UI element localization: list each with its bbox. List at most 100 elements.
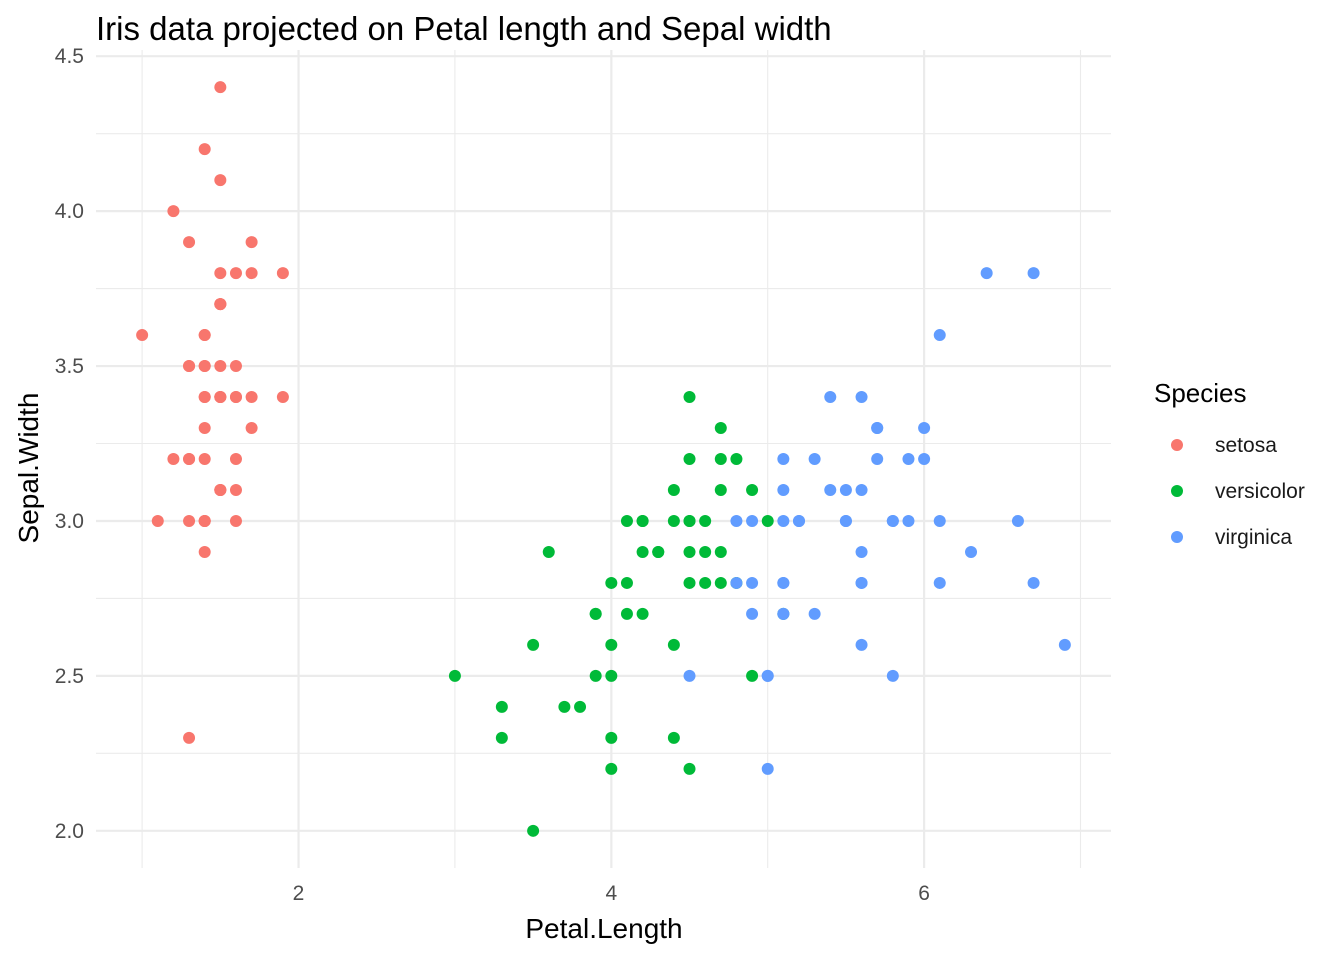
data-point-setosa xyxy=(198,391,211,404)
y-tick-label: 3.5 xyxy=(55,355,84,378)
data-point-setosa xyxy=(183,236,196,249)
legend-label-virginica: virginica xyxy=(1215,526,1292,549)
data-point-virginica xyxy=(855,576,868,589)
data-point-versicolor xyxy=(527,824,540,837)
data-point-setosa xyxy=(151,514,164,527)
data-point-versicolor xyxy=(714,576,727,589)
data-point-versicolor xyxy=(495,700,508,713)
y-axis-ticks: 2.0 2.5 3.0 3.5 4.0 4.5 xyxy=(55,45,84,843)
data-point-versicolor xyxy=(495,731,508,744)
data-point-setosa xyxy=(276,267,289,280)
data-point-virginica xyxy=(746,576,759,589)
data-point-versicolor xyxy=(605,731,618,744)
data-point-versicolor xyxy=(683,545,696,558)
legend-label-versicolor: versicolor xyxy=(1215,480,1305,503)
data-point-setosa xyxy=(276,391,289,404)
data-point-versicolor xyxy=(558,700,571,713)
y-tick-label: 2.5 xyxy=(55,665,84,688)
data-point-setosa xyxy=(229,514,242,527)
data-point-virginica xyxy=(886,514,899,527)
data-point-virginica xyxy=(855,483,868,496)
data-point-setosa xyxy=(198,143,211,156)
data-point-virginica xyxy=(824,483,837,496)
data-point-virginica xyxy=(1027,267,1040,280)
y-tick-label: 4.5 xyxy=(55,45,84,68)
legend-key-virginica xyxy=(1171,531,1183,543)
data-point-virginica xyxy=(886,669,899,682)
data-point-setosa xyxy=(183,453,196,465)
x-tick-label: 2 xyxy=(293,882,305,905)
data-point-versicolor xyxy=(761,514,774,527)
data-point-virginica xyxy=(1011,514,1024,527)
data-point-versicolor xyxy=(683,514,696,527)
data-point-virginica xyxy=(761,669,774,682)
data-point-setosa xyxy=(198,360,211,373)
data-point-versicolor xyxy=(620,607,633,620)
data-point-virginica xyxy=(761,762,774,775)
data-point-virginica xyxy=(933,514,946,527)
data-point-setosa xyxy=(183,514,196,527)
data-point-virginica xyxy=(902,514,915,527)
data-point-versicolor xyxy=(589,669,602,682)
data-point-setosa xyxy=(229,453,242,465)
data-point-virginica xyxy=(1058,638,1071,651)
data-point-versicolor xyxy=(448,669,461,682)
data-point-setosa xyxy=(214,298,227,311)
data-point-setosa xyxy=(214,174,227,187)
data-point-versicolor xyxy=(527,638,540,651)
legend-key-versicolor xyxy=(1171,485,1183,497)
data-point-versicolor xyxy=(683,576,696,589)
data-point-setosa xyxy=(183,360,196,373)
data-point-setosa xyxy=(198,514,211,527)
data-point-versicolor xyxy=(714,422,727,435)
data-point-virginica xyxy=(871,422,884,435)
x-tick-label: 4 xyxy=(605,882,617,905)
data-point-versicolor xyxy=(620,514,633,527)
data-point-virginica xyxy=(855,391,868,404)
data-point-virginica xyxy=(777,453,790,465)
data-point-setosa xyxy=(198,545,211,558)
data-point-versicolor xyxy=(589,607,602,620)
data-point-setosa xyxy=(214,360,227,373)
data-point-virginica xyxy=(839,514,852,527)
data-point-versicolor xyxy=(714,545,727,558)
data-point-setosa xyxy=(198,422,211,435)
x-axis-ticks: 2 4 6 xyxy=(293,882,930,905)
data-point-versicolor xyxy=(667,638,680,651)
data-point-setosa xyxy=(198,329,211,342)
data-point-setosa xyxy=(245,422,258,435)
data-point-virginica xyxy=(808,607,821,620)
data-point-versicolor xyxy=(636,514,649,527)
data-point-virginica xyxy=(933,576,946,589)
data-point-versicolor xyxy=(699,514,712,527)
data-point-versicolor xyxy=(605,638,618,651)
y-tick-label: 2.0 xyxy=(55,820,84,843)
data-point-virginica xyxy=(777,514,790,527)
data-point-virginica xyxy=(730,576,743,589)
data-point-virginica xyxy=(808,453,821,465)
legend-label-setosa: setosa xyxy=(1215,434,1277,457)
data-point-versicolor xyxy=(636,545,649,558)
legend-title: Species xyxy=(1154,378,1247,408)
data-point-versicolor xyxy=(699,545,712,558)
data-point-virginica xyxy=(777,576,790,589)
data-point-virginica xyxy=(855,638,868,651)
data-point-setosa xyxy=(214,391,227,404)
data-point-versicolor xyxy=(683,762,696,775)
data-point-versicolor xyxy=(605,762,618,775)
data-point-versicolor xyxy=(667,731,680,744)
data-point-versicolor xyxy=(574,700,587,713)
data-point-versicolor xyxy=(667,483,680,496)
data-point-versicolor xyxy=(652,545,665,558)
data-point-versicolor xyxy=(605,576,618,589)
data-point-setosa xyxy=(245,391,258,404)
data-point-setosa xyxy=(167,205,180,218)
data-point-versicolor xyxy=(746,483,759,496)
data-point-versicolor xyxy=(542,545,555,558)
chart-title: Iris data projected on Petal length and … xyxy=(96,10,832,47)
data-point-virginica xyxy=(730,514,743,527)
y-tick-label: 3.0 xyxy=(55,510,84,533)
data-point-setosa xyxy=(245,236,258,249)
data-point-versicolor xyxy=(714,483,727,496)
data-point-setosa xyxy=(229,267,242,280)
